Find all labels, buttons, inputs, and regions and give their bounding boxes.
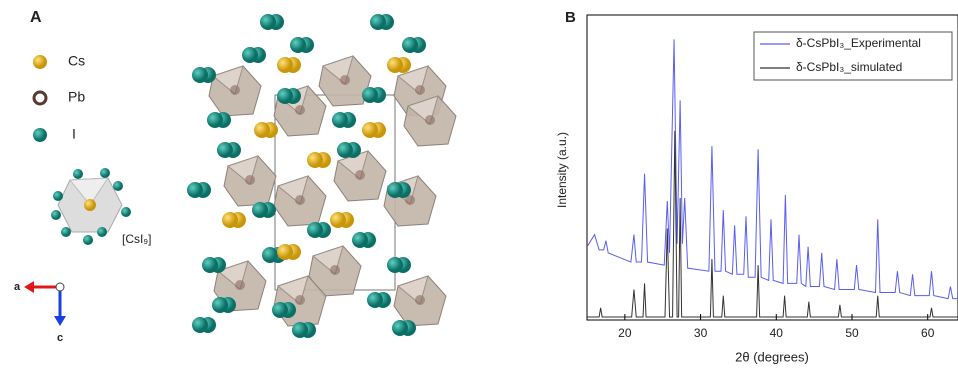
pb-atom [425, 115, 435, 125]
atom [272, 302, 288, 318]
pb-atom [230, 85, 240, 95]
atom [254, 122, 270, 138]
atom [217, 142, 233, 158]
pb-atom [355, 170, 365, 180]
legend-label: δ-CsPbI₃_simulated [796, 60, 902, 74]
atom [387, 57, 403, 73]
atom [307, 152, 323, 168]
atom [262, 247, 278, 263]
atom [252, 202, 268, 218]
atom [187, 182, 203, 198]
atom [330, 212, 346, 228]
atom [242, 47, 258, 63]
polyhedron [51, 168, 131, 245]
atom [292, 322, 308, 338]
atom [367, 292, 383, 308]
pb-atom [295, 105, 305, 115]
atom [370, 14, 386, 30]
atom [192, 317, 208, 333]
atom [202, 257, 218, 273]
atom [392, 320, 408, 336]
x-tick-label: 40 [770, 326, 784, 340]
axis-label: c [57, 332, 63, 344]
x-tick-label: 50 [845, 326, 859, 340]
panel-label: B [565, 9, 576, 26]
pb-atom [330, 265, 340, 275]
legend-label: δ-CsPbI₃_Experimental [796, 36, 921, 50]
pb-atom [245, 175, 255, 185]
axis-arrows [24, 281, 66, 326]
pb-atom [295, 195, 305, 205]
atom [222, 212, 238, 228]
atom [212, 297, 228, 313]
atom [277, 88, 293, 104]
pb-atom [235, 280, 245, 290]
atom [352, 232, 368, 248]
atom [362, 122, 378, 138]
atom [290, 37, 306, 53]
atom [192, 67, 208, 83]
pb-atom [415, 85, 425, 95]
atom [307, 222, 323, 238]
cs-icon [33, 55, 47, 69]
legend-label: Cs [68, 53, 85, 69]
pb-icon [34, 92, 46, 104]
polyhedron-label: [CsI₉] [122, 232, 151, 246]
atom [362, 87, 378, 103]
atom [332, 112, 348, 128]
pb-atom [340, 75, 350, 85]
atom [277, 57, 293, 73]
crystal-structure [187, 14, 456, 338]
plot-area [587, 39, 958, 317]
pb-atom [295, 295, 305, 305]
atom [207, 112, 223, 128]
y-axis-title: Intensity (a.u.) [555, 132, 569, 208]
figure: A Cs Pb I [CsI₉] a c B 2θ (degrees) Inte… [0, 0, 958, 368]
atom [277, 244, 293, 260]
panel-label: A [30, 9, 42, 26]
x-axis-title: 2θ (degrees) [735, 349, 809, 364]
atom [387, 182, 403, 198]
axis-label: a [14, 281, 21, 293]
atom [402, 37, 418, 53]
i-icon [33, 128, 47, 142]
legend-label: I [72, 126, 76, 142]
x-tick-label: 20 [618, 326, 632, 340]
x-tick-label: 60 [921, 326, 935, 340]
atom [337, 142, 353, 158]
atom [260, 14, 276, 30]
legend-label: Pb [68, 89, 85, 105]
atom [387, 257, 403, 273]
pb-atom [415, 295, 425, 305]
x-tick-label: 30 [694, 326, 708, 340]
